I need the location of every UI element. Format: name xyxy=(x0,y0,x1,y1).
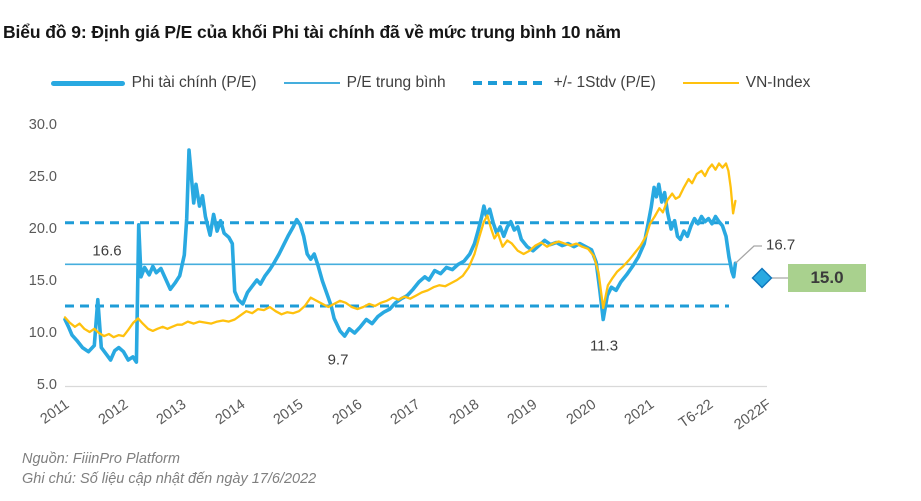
footer: Nguồn: FiiinPro Platform Ghi chú: Số liệ… xyxy=(22,450,316,489)
x-axis-label: 2021 xyxy=(621,396,658,429)
x-axis-label: 2016 xyxy=(329,396,365,429)
legend-item-2: P/E trung bình xyxy=(283,74,446,92)
update-note: Ghi chú: Số liệu cập nhật đến ngày 17/6/… xyxy=(22,470,317,487)
legend-swatch-dashed xyxy=(472,81,547,85)
x-axis-label: 2014 xyxy=(212,396,248,429)
forecast-value-label: 15.0 xyxy=(810,268,844,287)
legend-item-3: +/- 1Stdv (P/E) xyxy=(472,74,656,92)
legend-item-4: VN-Index xyxy=(682,74,811,92)
y-axis-label: 25.0 xyxy=(28,169,57,185)
latest-value-leader xyxy=(734,245,762,264)
x-axis-label: 2013 xyxy=(153,396,190,429)
x-axis-label: 2011 xyxy=(37,396,73,428)
y-axis-label: 5.0 xyxy=(36,377,57,393)
x-axis-label: 2019 xyxy=(504,396,541,429)
legend-swatch-thin xyxy=(682,82,739,84)
annotation-latest-value: 16.7 xyxy=(766,236,796,254)
legend-label: +/- 1Stdv (P/E) xyxy=(553,74,656,91)
x-axis-label: 2018 xyxy=(446,396,482,429)
x-axis-label: T6-22 xyxy=(675,396,716,432)
pe-line xyxy=(63,148,738,364)
x-axis-label: 2020 xyxy=(563,396,599,429)
annotation-mean-value: 16.6 xyxy=(92,242,122,260)
forecast-diamond-icon xyxy=(751,267,773,289)
y-axis-label: 30.0 xyxy=(28,117,57,133)
y-axis-label: 15.0 xyxy=(28,273,57,289)
annotation-2015-low: 9.7 xyxy=(327,351,349,369)
y-axis-label: 10.0 xyxy=(28,325,57,341)
forecast-value-badge: 15.0 xyxy=(788,264,866,292)
legend-swatch-thin xyxy=(283,82,340,84)
x-axis-label: 2012 xyxy=(95,396,131,429)
legend-label: VN-Index xyxy=(745,74,811,91)
x-axis-label: 2017 xyxy=(387,396,424,429)
legend: Phi tài chính (P/E) P/E trung bình +/- 1St… xyxy=(0,74,861,92)
legend-item-1: Phi tài chính (P/E) xyxy=(50,74,257,92)
x-axis-label: 2015 xyxy=(270,396,307,429)
source-note: Nguồn: FiiinPro Platform xyxy=(22,451,180,467)
legend-swatch-thick xyxy=(50,80,125,86)
annotation-2020-low: 11.3 xyxy=(589,337,619,355)
y-axis-label: 20.0 xyxy=(28,221,57,237)
x-axis-label: 2022F xyxy=(731,396,775,434)
chart-title: Biểu đồ 9: Định giá P/E của khối Phi tài… xyxy=(3,22,621,42)
vnindex-line xyxy=(63,162,737,339)
legend-label: P/E trung bình xyxy=(346,74,446,91)
legend-label: Phi tài chính (P/E) xyxy=(131,74,257,91)
